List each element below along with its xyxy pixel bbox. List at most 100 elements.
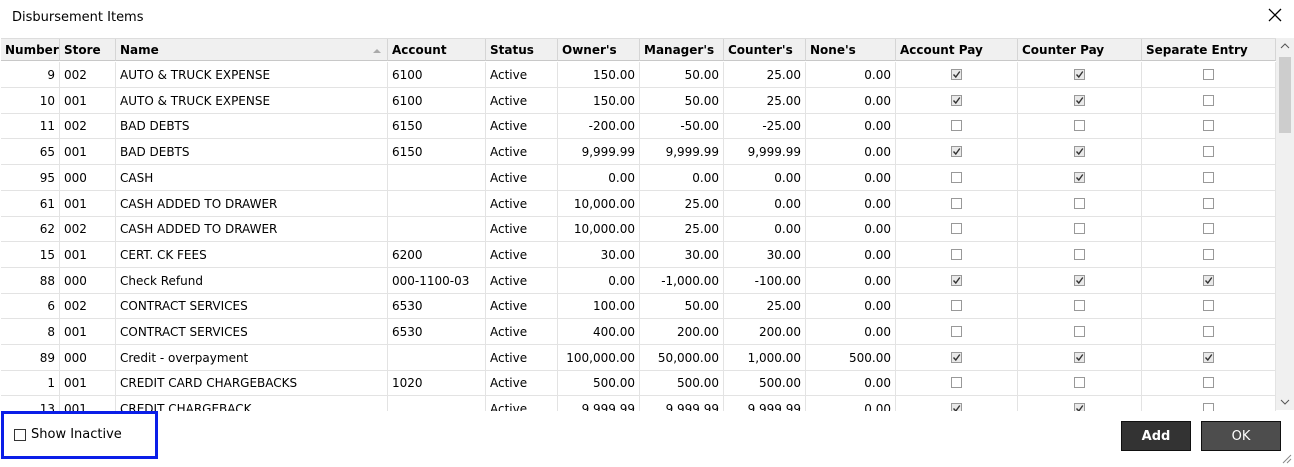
- table-cell: 400.00: [558, 319, 640, 345]
- checkbox-cell: [1142, 267, 1276, 294]
- checkbox[interactable]: [951, 377, 962, 389]
- checkbox[interactable]: [1074, 223, 1085, 235]
- checkbox[interactable]: [1203, 248, 1214, 260]
- checkbox-cell: [1142, 293, 1276, 320]
- table-cell: 30.00: [640, 241, 724, 268]
- checkbox[interactable]: [951, 223, 962, 235]
- checkbox-cell: [1142, 216, 1276, 243]
- column-header[interactable]: Account: [388, 39, 486, 61]
- checkbox[interactable]: [951, 69, 962, 80]
- show-inactive-label[interactable]: Show Inactive: [31, 427, 122, 442]
- table-cell: CASH: [116, 164, 388, 191]
- checkbox[interactable]: [951, 326, 962, 337]
- checkbox[interactable]: [951, 146, 962, 158]
- table-cell: 10: [1, 87, 60, 114]
- checkbox[interactable]: [1074, 146, 1085, 158]
- table-cell: 200.00: [724, 319, 806, 345]
- column-header[interactable]: Separate Entry: [1142, 39, 1276, 61]
- column-header[interactable]: Status: [486, 39, 558, 61]
- table-cell: [388, 396, 486, 411]
- checkbox[interactable]: [1074, 171, 1085, 183]
- table-cell: 001: [60, 87, 116, 114]
- close-button[interactable]: [1264, 4, 1286, 26]
- checkbox[interactable]: [951, 120, 962, 132]
- checkbox[interactable]: [1074, 326, 1085, 337]
- scroll-down[interactable]: [1280, 398, 1290, 406]
- table-cell: CREDIT CARD CHARGEBACKS: [116, 370, 388, 397]
- checkbox[interactable]: [1074, 274, 1085, 286]
- checkbox[interactable]: [1074, 377, 1085, 389]
- table-cell: 9,999.99: [558, 396, 640, 411]
- checkbox[interactable]: [951, 197, 962, 209]
- column-header[interactable]: Owner's: [558, 39, 640, 61]
- checkbox-cell: [1018, 396, 1142, 411]
- checkbox[interactable]: [1203, 403, 1214, 411]
- checkbox[interactable]: [1203, 94, 1214, 106]
- checkbox-cell: [896, 267, 1018, 294]
- checkbox-cell: [1018, 113, 1142, 140]
- column-header[interactable]: Number: [1, 39, 60, 61]
- checkbox[interactable]: [1203, 300, 1214, 312]
- table-cell: 0.00: [806, 190, 896, 217]
- column-header[interactable]: Store: [60, 39, 116, 61]
- show-inactive-checkbox[interactable]: [14, 429, 26, 441]
- column-header[interactable]: Manager's: [640, 39, 724, 61]
- checkbox-cell: [1018, 190, 1142, 217]
- table-cell: CONTRACT SERVICES: [116, 293, 388, 320]
- column-header[interactable]: Counter's: [724, 39, 806, 61]
- checkbox[interactable]: [1203, 197, 1214, 209]
- dialog-title: Disbursement Items: [12, 10, 144, 25]
- scroll-up[interactable]: [1280, 42, 1290, 50]
- checkbox[interactable]: [1074, 300, 1085, 312]
- checkbox[interactable]: [951, 351, 962, 363]
- checkbox[interactable]: [951, 403, 962, 411]
- checkbox[interactable]: [951, 274, 962, 286]
- checkbox[interactable]: [1074, 248, 1085, 260]
- column-header[interactable]: None's: [806, 39, 896, 61]
- table-cell: 11: [1, 113, 60, 140]
- checkbox[interactable]: [1203, 69, 1214, 80]
- checkbox[interactable]: [1203, 171, 1214, 183]
- table-cell: 61: [1, 190, 60, 217]
- checkbox[interactable]: [1074, 197, 1085, 209]
- scroll-thumb[interactable]: [1279, 57, 1291, 133]
- checkbox[interactable]: [1203, 146, 1214, 158]
- checkbox[interactable]: [1074, 351, 1085, 363]
- checkbox[interactable]: [951, 171, 962, 183]
- table-cell: 000-1100-03: [388, 267, 486, 294]
- column-header[interactable]: Account Pay: [896, 39, 1018, 61]
- checkbox[interactable]: [951, 248, 962, 260]
- title-bar: Disbursement Items: [0, 0, 1294, 37]
- checkbox[interactable]: [1203, 223, 1214, 235]
- checkbox[interactable]: [951, 300, 962, 312]
- table-cell: [388, 164, 486, 191]
- checkbox[interactable]: [1203, 120, 1214, 132]
- add-button[interactable]: Add: [1121, 421, 1191, 451]
- table-cell: 0.00: [806, 241, 896, 268]
- table-cell: -50.00: [640, 113, 724, 140]
- table-cell: Credit - overpayment: [116, 344, 388, 371]
- checkbox[interactable]: [1203, 351, 1214, 363]
- checkbox[interactable]: [1203, 326, 1214, 337]
- checkbox[interactable]: [951, 94, 962, 106]
- table-cell: Active: [486, 396, 558, 411]
- checkbox[interactable]: [1074, 69, 1085, 80]
- table-cell: 15: [1, 241, 60, 268]
- table-cell: CREDIT CHARGEBACK: [116, 396, 388, 411]
- column-header[interactable]: Name: [116, 39, 388, 61]
- checkbox-cell: [896, 190, 1018, 217]
- table-cell: AUTO & TRUCK EXPENSE: [116, 62, 388, 88]
- table-cell: CERT. CK FEES: [116, 241, 388, 268]
- checkbox-cell: [1018, 370, 1142, 397]
- column-header[interactable]: Counter Pay: [1018, 39, 1142, 61]
- checkbox[interactable]: [1074, 403, 1085, 411]
- table-cell: 10,000.00: [558, 216, 640, 243]
- checkbox[interactable]: [1203, 377, 1214, 389]
- ok-button[interactable]: OK: [1201, 421, 1281, 451]
- highlight-box: [1, 411, 158, 459]
- checkbox[interactable]: [1203, 274, 1214, 286]
- checkbox[interactable]: [1074, 94, 1085, 106]
- checkbox[interactable]: [1074, 120, 1085, 132]
- table-cell: 9,999.99: [640, 139, 724, 166]
